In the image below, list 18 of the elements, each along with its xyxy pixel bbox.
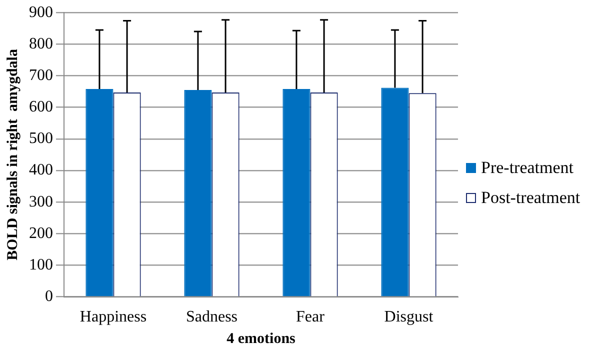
y-axis-title: BOLD signals in right amygdala bbox=[4, 48, 21, 260]
y-tick-label: 600 bbox=[29, 98, 53, 116]
x-tick-label: Happiness bbox=[80, 308, 147, 326]
y-tick-label: 900 bbox=[29, 4, 53, 21]
y-tick-label: 200 bbox=[29, 224, 53, 242]
y-tick-label: 700 bbox=[29, 66, 53, 84]
y-tick-label: 500 bbox=[29, 130, 53, 148]
y-tick-label: 400 bbox=[29, 162, 53, 179]
x-tick-label: Sadness bbox=[186, 308, 238, 326]
y-tick-label: 0 bbox=[45, 288, 53, 306]
text: Post-treatment bbox=[481, 188, 580, 208]
legend-label: Pre-treatment bbox=[481, 158, 574, 178]
x-tick-label: Fear bbox=[296, 308, 326, 326]
y-tick-label: 800 bbox=[29, 35, 53, 52]
y-tick-label: 300 bbox=[29, 193, 53, 210]
y-tick-label: 100 bbox=[29, 256, 53, 274]
x-tick-label: Disgust bbox=[384, 308, 434, 326]
x-axis-title: 4 emotions bbox=[226, 330, 296, 347]
